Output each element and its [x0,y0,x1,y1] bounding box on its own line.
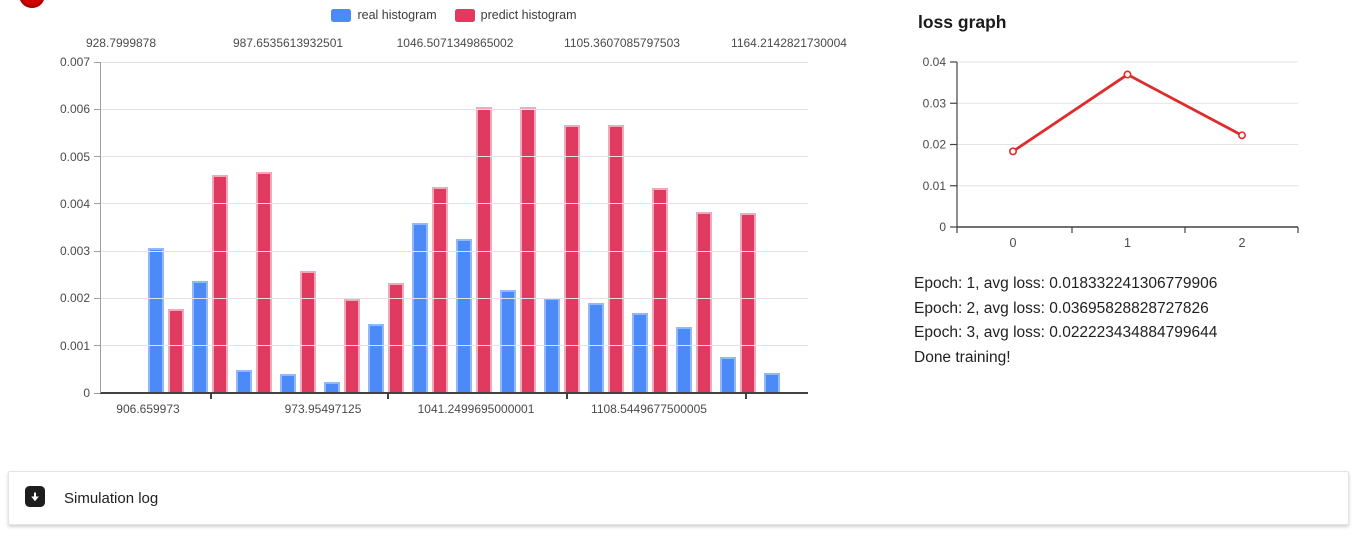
histogram-bar-real [500,289,516,393]
training-status: Epoch: 1, avg loss: 0.018332241306779906… [914,272,1217,370]
loss-point-marker [1009,147,1018,156]
histogram-bar-real [192,280,208,393]
histogram-bar-predict [740,212,756,393]
simulation-log-bar[interactable]: Simulation log [8,471,1349,525]
histogram-bar-predict [564,124,580,393]
x-axis-line [100,391,808,394]
y-axis-tick-label: 0.001 [59,338,90,353]
histogram-bar-real [280,373,296,393]
arrow-down-icon [25,486,45,507]
y-axis-tick-label: 0.006 [59,102,90,117]
y-gridline [100,203,808,205]
y-axis-tick-label: 0.002 [59,291,90,306]
top-axis-label: 1105.3607085797503 [564,36,680,50]
loss-chart: 0.04 0.03 0.02 0.01 0 0 1 2 [923,55,1299,250]
histogram-bar-predict [520,106,536,393]
top-axis-label: 1046.5071349865002 [396,36,514,50]
histogram-bar-predict [652,188,668,393]
loss-line [1012,72,1243,153]
y-axis-tick [94,250,100,252]
histogram-bar-predict [168,308,184,393]
histogram-bar-real [148,248,164,393]
y-axis-tick-label: 0 [939,220,946,234]
y-axis-tick [94,61,100,63]
legend-swatch [454,8,475,22]
histogram-bar-predict [300,271,316,393]
histogram-legend: real histogram predict histogram [100,8,808,22]
status-line: Epoch: 1, avg loss: 0.018332241306779906 [914,275,1218,292]
y-gridline [100,345,808,347]
y-axis-tick [94,345,100,347]
legend-item[interactable]: predict histogram [454,8,577,22]
histogram-bar-predict [256,172,272,393]
y-axis-tick [94,297,100,299]
y-gridline [100,156,808,158]
y-gridline [100,297,808,299]
y-axis-tick-label: 0 [83,386,90,400]
y-axis-tick [94,203,100,205]
x-axis-tick-label: 1108.5449677500005 [591,402,707,416]
x-axis-tick [387,393,389,399]
histogram-bar-real [368,323,384,393]
histogram-bar-real [324,381,340,393]
y-axis-tick [94,108,100,110]
y-axis-line [99,62,101,393]
histogram-bar-predict [696,212,712,393]
loss-graph-title: loss graph [918,12,1007,32]
x-axis-tick-label: 1041.2499695000001 [417,402,535,416]
top-axis-label: 928.7999878 [85,36,157,50]
y-axis-tick [94,392,100,394]
y-axis-tick [94,156,100,158]
histogram-bar-predict [608,125,624,393]
histogram-bar-real [720,356,736,393]
simulation-log-label: Simulation log [64,489,159,507]
x-axis-tick-label: 973.95497125 [284,402,362,416]
histogram-bar-real [236,370,252,393]
histogram-bar-real [412,223,428,393]
loading-spinner-icon [19,0,45,8]
y-gridline [100,61,808,63]
y-gridline [100,250,808,252]
status-line: Epoch: 3, avg loss: 0.022223434884799644 [914,324,1218,342]
legend-swatch [331,8,352,22]
top-axis-label: 987.6535613932501 [232,36,344,50]
histogram-bar-predict [212,175,228,393]
y-axis-tick-label: 0.04 [923,55,947,69]
histogram-bar-real [676,327,692,393]
histogram-bar-real [764,373,780,393]
x-axis-tick-label: 2 [1239,236,1246,250]
histogram-bar-real [456,238,472,393]
histogram-bar-real [632,313,648,393]
histogram-plot [100,62,808,393]
status-line: Epoch: 2, avg loss: 0.03695828828727826 [914,299,1209,317]
x-axis-tick [745,393,747,399]
legend-label: real histogram [357,8,437,22]
y-axis-tick-label: 0.02 [923,138,947,152]
x-axis-tick-label: 1 [1124,236,1131,250]
y-axis-tick-label: 0.005 [59,149,90,164]
legend-label: predict histogram [480,8,577,22]
y-axis-tick-label: 0.01 [923,179,947,193]
y-gridline [100,108,808,110]
status-line: Done training! [914,348,1011,366]
top-axis-label: 1164.2142821730004 [731,36,847,50]
y-axis-tick-label: 0.007 [59,55,90,69]
x-axis-tick [566,393,568,399]
y-axis-tick-label: 0.004 [59,196,90,211]
y-axis-tick-label: 0.003 [59,244,90,259]
histogram-bar-predict [476,107,492,393]
loss-point-marker [1123,70,1132,79]
loss-point-marker [1237,131,1246,140]
legend-item[interactable]: real histogram [331,8,437,22]
histogram-bar-predict [388,282,404,393]
histogram-bar-predict [432,187,448,393]
x-axis-tick-label: 906.659973 [116,402,180,416]
x-axis-tick [210,393,212,399]
y-axis-tick-label: 0.03 [923,96,947,110]
x-axis-tick-label: 0 [1010,236,1017,250]
histogram-bar-real [588,303,604,393]
